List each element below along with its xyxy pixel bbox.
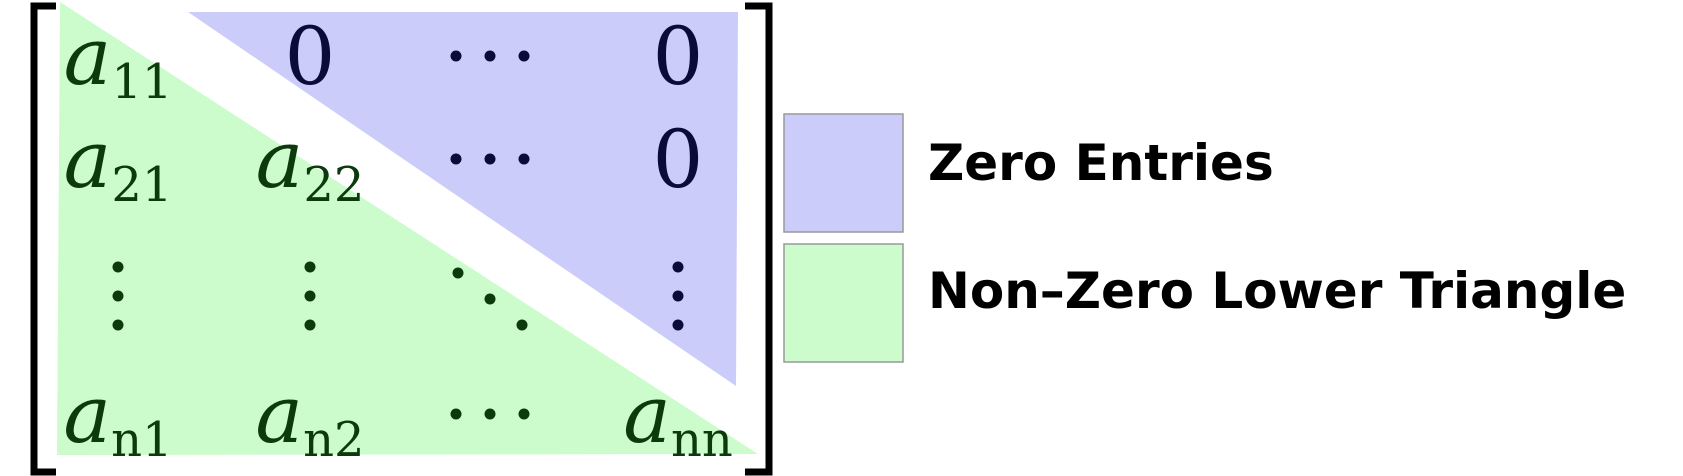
ellipsis-dot	[450, 153, 462, 165]
entry-subscript: 11	[111, 54, 172, 110]
matrix-cell-r2-c3-hdots	[450, 153, 530, 165]
ellipsis-dot	[518, 153, 530, 165]
ellipsis-dot	[672, 290, 684, 302]
matrix-cell-r3-c3-ddots	[452, 267, 528, 331]
ellipsis-dot	[304, 290, 316, 302]
ellipsis-dot	[452, 267, 464, 279]
matrix-cell-r1-c4: 0	[653, 10, 704, 103]
matrix-cell-r2-c4: 0	[653, 113, 704, 206]
entry-subscript: 22	[303, 157, 364, 213]
entry-subscript: nn	[671, 412, 733, 468]
entry-base: a	[623, 368, 671, 461]
matrix-cell-r3-c2-vdots	[304, 261, 316, 331]
matrix-cell-r1-c2: 0	[285, 10, 336, 103]
entry-subscript: n1	[111, 412, 172, 468]
matrix-cell-r4-c4: ann	[623, 368, 733, 468]
entry-base: a	[256, 113, 304, 206]
entry-base: 0	[285, 10, 336, 103]
legend-swatch-lower-triangle	[783, 243, 904, 363]
ellipsis-dot	[518, 408, 530, 420]
entry-base: a	[64, 113, 112, 206]
entry-subscript: 21	[111, 157, 172, 213]
entry-base: 0	[653, 10, 704, 103]
ellipsis-dot	[672, 261, 684, 273]
lower-triangle-region	[57, 2, 758, 455]
entry-base: a	[64, 10, 112, 103]
ellipsis-dot	[516, 319, 528, 331]
matrix-cell-r4-c3-hdots	[450, 408, 530, 420]
legend-label-lower-triangle: Non–Zero Lower Triangle	[928, 262, 1626, 320]
entry-subscript: n2	[303, 412, 364, 468]
ellipsis-dot	[112, 319, 124, 331]
right-bracket	[745, 2, 773, 476]
ellipsis-dot	[304, 261, 316, 273]
matrix-cell-r2-c1: a21	[64, 113, 173, 213]
ellipsis-dot	[450, 408, 462, 420]
ellipsis-dot	[484, 408, 496, 420]
left-bracket	[30, 2, 56, 476]
matrix-cell-r3-c1-vdots	[112, 261, 124, 331]
matrix-cell-r3-c4-vdots	[672, 261, 684, 331]
legend-swatch-zero-entries	[783, 113, 904, 233]
ellipsis-dot	[484, 293, 496, 305]
ellipsis-dot	[450, 50, 462, 62]
ellipsis-dot	[484, 153, 496, 165]
matrix-cell-r1-c3-hdots	[450, 50, 530, 62]
ellipsis-dot	[112, 261, 124, 273]
entry-base: a	[63, 368, 111, 461]
entry-base: a	[255, 368, 303, 461]
zero-region	[188, 12, 738, 386]
matrix-cell-r1-c1: a11	[64, 10, 173, 110]
ellipsis-dot	[672, 319, 684, 331]
matrix-cell-r4-c2: an2	[255, 368, 364, 468]
ellipsis-dot	[112, 290, 124, 302]
ellipsis-dot	[304, 319, 316, 331]
matrix-cell-r4-c1: an1	[63, 368, 172, 468]
legend-label-zero-entries: Zero Entries	[928, 134, 1274, 192]
matrix-cell-r2-c2: a22	[256, 113, 365, 213]
ellipsis-dot	[518, 50, 530, 62]
ellipsis-dot	[484, 50, 496, 62]
entry-base: 0	[653, 113, 704, 206]
